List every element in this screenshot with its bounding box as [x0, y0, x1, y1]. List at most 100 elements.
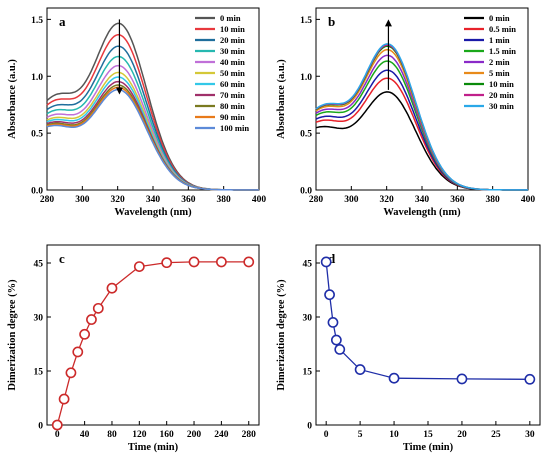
x-tick-label: 0: [324, 430, 329, 440]
x-tick-label: 20: [457, 430, 467, 440]
data-point: [72, 346, 84, 358]
data-point: [388, 372, 400, 384]
x-tick-label: 30: [525, 430, 535, 440]
y-tick-label: 15: [34, 368, 44, 378]
spectra-series: [315, 43, 528, 191]
panel-label: a: [59, 14, 66, 29]
data-point: [51, 419, 63, 431]
trend-arrow-head: [115, 87, 123, 95]
y-tick-label: 0.0: [300, 187, 312, 197]
data-point: [524, 373, 536, 385]
y-tick-label: 30: [303, 314, 313, 324]
panel-d: 0 5 10 15 20 25 30 0 15 30 45 Time (min) Dimerizatio…: [276, 244, 541, 453]
plot-frame: [46, 244, 260, 426]
data-point: [65, 367, 77, 379]
data-point: [161, 257, 173, 269]
x-axis-title: Time (min): [128, 442, 179, 453]
y-tick-label: 45: [303, 260, 313, 270]
y-axis-title: Absorbance (a.u.): [276, 59, 287, 139]
x-tick-label: 320: [380, 195, 395, 205]
x-axis-title: Time (min): [403, 442, 454, 453]
x-tick-label: 0: [55, 430, 60, 440]
legend-label: 20 min: [220, 35, 245, 45]
legend-label: 10 min: [489, 79, 514, 89]
legend-label: 40 min: [220, 57, 245, 67]
legend-label: 80 min: [220, 101, 245, 111]
legend-label: 100 min: [220, 123, 249, 133]
y-tick-label: 0.5: [300, 130, 312, 140]
x-tick-label: 400: [252, 195, 267, 205]
x-axis-title: Wavelength (nm): [114, 207, 192, 218]
data-point: [106, 282, 118, 294]
legend-label: 2 min: [489, 57, 510, 67]
x-tick-label: 10: [389, 430, 399, 440]
y-tick-label: 45: [34, 260, 44, 270]
x-tick-label: 280: [242, 430, 257, 440]
x-tick-label: 320: [111, 195, 126, 205]
x-tick-label: 340: [415, 195, 430, 205]
series-line: [325, 261, 530, 380]
panel-a: 280 300 320 340 360 380 400 0.0 0.5 1.0 1.5 Wavelen…: [7, 7, 267, 218]
x-tick-label: 200: [187, 430, 202, 440]
y-axis-title: Dimerization degree (%): [7, 279, 18, 391]
series-line: [315, 43, 528, 191]
x-tick-label: 80: [107, 430, 117, 440]
legend-label: 70 min: [220, 90, 245, 100]
legend-label: 90 min: [220, 112, 245, 122]
x-tick-label: 5: [358, 430, 363, 440]
x-tick-label: 300: [344, 195, 359, 205]
legend-label: 20 min: [489, 90, 514, 100]
x-tick-label: 280: [309, 195, 324, 205]
y-tick-label: 1.5: [31, 16, 43, 26]
data-point: [215, 256, 227, 268]
x-tick-label: 280: [40, 195, 55, 205]
trend-arrow-head: [384, 19, 392, 27]
legend-label: 0.5 min: [489, 24, 516, 34]
y-axis-title: Dimerization degree (%): [276, 279, 287, 391]
y-tick-label: 30: [34, 314, 44, 324]
legend-label: 0 min: [489, 13, 510, 23]
data-point: [327, 316, 339, 328]
y-tick-label: 0: [38, 422, 43, 432]
legend-label: 30 min: [220, 46, 245, 56]
legend-label: 50 min: [220, 68, 245, 78]
data-point: [243, 256, 255, 268]
y-axis-title: Absorbance (a.u.): [7, 59, 18, 139]
y-tick-label: 0.0: [31, 187, 43, 197]
y-tick-label: 1.5: [300, 16, 312, 26]
legend-label: 10 min: [220, 24, 245, 34]
legend-label: 1 min: [489, 35, 510, 45]
x-tick-label: 120: [132, 430, 147, 440]
y-tick-label: 1.0: [31, 73, 43, 83]
y-tick-label: 15: [303, 368, 313, 378]
data-point: [92, 302, 104, 314]
data-point: [58, 393, 70, 405]
x-axis-title: Wavelength (nm): [383, 207, 461, 218]
data-point: [79, 328, 91, 340]
spectra-series: [46, 22, 259, 191]
y-tick-label: 0.5: [31, 130, 43, 140]
data-point: [133, 261, 145, 272]
data-point: [354, 364, 366, 375]
x-tick-label: 380: [486, 195, 501, 205]
x-tick-label: 240: [214, 430, 229, 440]
x-tick-label: 360: [450, 195, 465, 205]
data-point: [456, 373, 468, 385]
data-point: [188, 256, 200, 268]
legend-label: 5 min: [489, 68, 510, 78]
x-tick-label: 300: [75, 195, 90, 205]
legend-label: 30 min: [489, 101, 514, 111]
x-tick-label: 40: [80, 430, 90, 440]
panel-label: c: [59, 251, 65, 266]
series-line: [46, 88, 259, 191]
x-tick-label: 15: [423, 430, 433, 440]
x-tick-label: 380: [217, 195, 232, 205]
data-point: [320, 256, 332, 268]
data-point: [330, 334, 342, 346]
legend-label: 60 min: [220, 79, 245, 89]
panel-label: b: [328, 14, 335, 29]
x-tick-label: 360: [181, 195, 196, 205]
